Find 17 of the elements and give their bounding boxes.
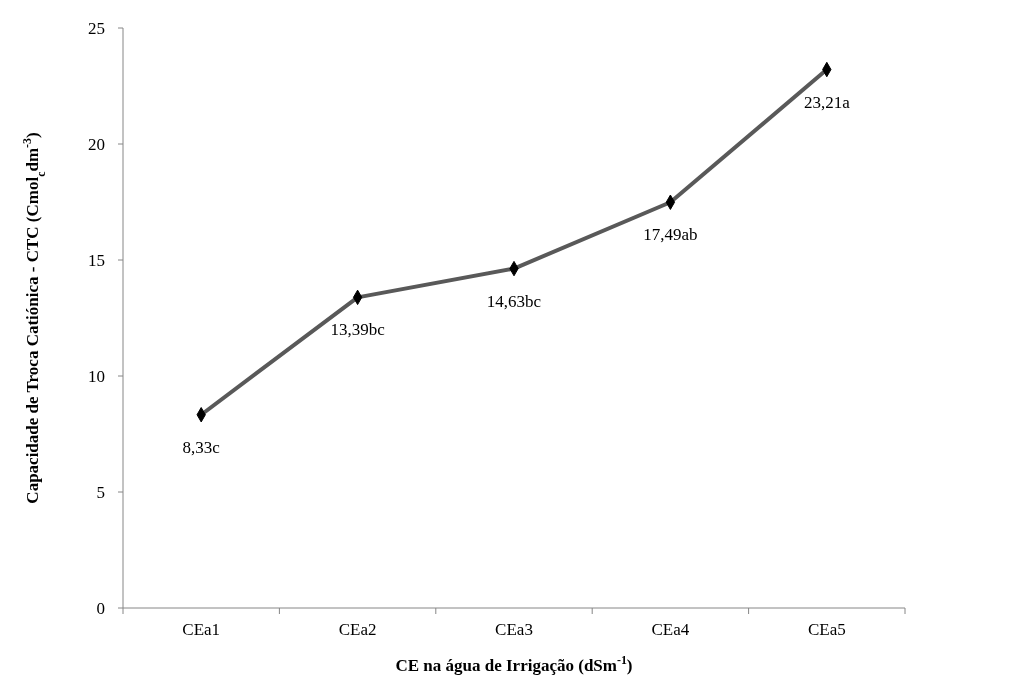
x-tick-label: CEa5 [807,620,846,639]
x-tick-label: CEa3 [495,620,533,639]
y-tick-label: 10 [88,366,105,386]
x-axis-title: CE na água de Irrigação (dSm$^{-1}$) [395,653,633,675]
x-tick-label: CEa2 [338,620,377,639]
y-tick-label: 5 [96,482,105,502]
data-label: 14,63bc [486,291,542,311]
y-tick-label: 0 [96,598,105,618]
x-tick-label: CEa1 [182,620,221,639]
data-label: 8,33c [182,437,221,457]
data-label: 13,39bc [330,320,386,340]
y-tick-label: 15 [88,250,105,270]
data-label: 17,49ab [643,225,698,245]
y-tick-label: 25 [88,18,105,38]
y-tick-label: 20 [88,134,105,154]
x-tick-label: CEa4 [651,620,690,639]
data-label: 23,21a [803,92,851,112]
